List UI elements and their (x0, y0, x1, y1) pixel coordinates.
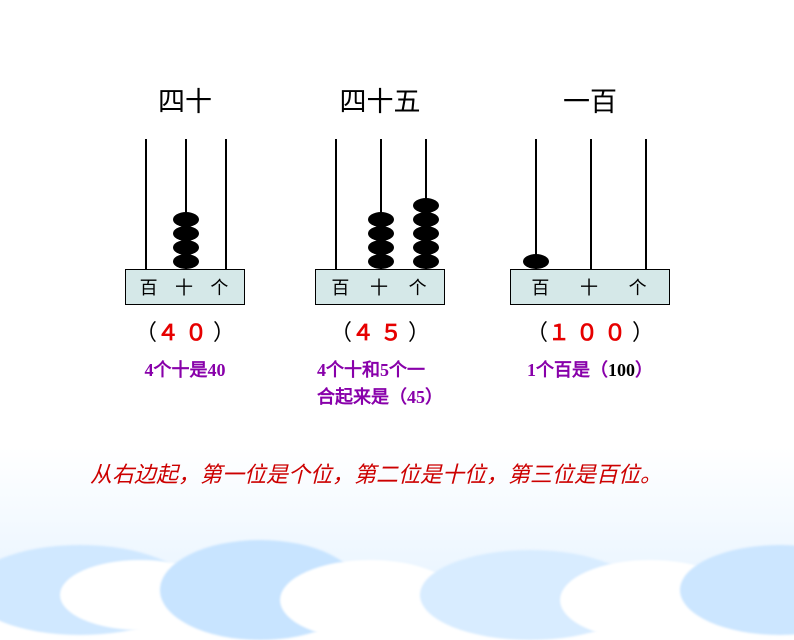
abacus-rods (315, 139, 445, 269)
desc-segment: ） (425, 387, 443, 407)
desc-segment: 个十是 (154, 360, 208, 380)
desc-segment: 45 (407, 387, 425, 407)
bead (413, 212, 439, 227)
answer-row: （４０） (135, 315, 235, 347)
bead (368, 240, 394, 255)
description: 4个十和5个一合起来是（45） (317, 357, 443, 411)
bead (413, 240, 439, 255)
bead (173, 254, 199, 269)
bead (413, 198, 439, 213)
bottom-explanation: 从右边起，第一位是个位，第二位是十位，第三位是百位。 (90, 458, 662, 491)
abacus-title: 四十五 (340, 80, 421, 119)
abacus-title: 四十 (158, 80, 212, 119)
place-label: 十 (580, 274, 600, 300)
desc-segment: 个百是（ (536, 360, 608, 380)
bead (173, 226, 199, 241)
desc-segment: 4 (317, 360, 326, 380)
place-label: 百 (140, 274, 160, 300)
place-label: 个 (210, 274, 230, 300)
bead (413, 226, 439, 241)
rod (225, 139, 227, 269)
place-label: 十 (175, 274, 195, 300)
abacus-base: 百十个 (125, 269, 245, 305)
bead (523, 254, 549, 269)
answer-number: １００ (548, 320, 632, 345)
rod (590, 139, 592, 269)
desc-segment: 个十和 (326, 360, 380, 380)
desc-segment: 40 (208, 360, 226, 380)
abacus-base: 百十个 (315, 269, 445, 305)
description: 1个百是（100） (527, 357, 653, 384)
bead (368, 226, 394, 241)
rod (335, 139, 337, 269)
desc-segment: 100 (608, 360, 635, 380)
abacus-base: 百十个 (510, 269, 670, 305)
bead (173, 212, 199, 227)
desc-segment: 1 (527, 360, 536, 380)
desc-segment: 合起来是（ (317, 387, 407, 407)
bead (368, 254, 394, 269)
abacus-title: 一百 (563, 80, 617, 119)
abacus-group-0: 四十百十个 （４０） 4个十是40 (125, 80, 245, 384)
desc-segment: 个一 (389, 360, 425, 380)
answer-row: （４５） (330, 315, 430, 347)
bead (368, 212, 394, 227)
abacus-group-1: 四十五百十个（４５）4个十和5个一合起来是（45） (315, 80, 445, 411)
desc-segment: ） (635, 360, 653, 380)
description: 4个十是40 (145, 357, 226, 384)
abacus-rods (125, 139, 245, 269)
place-label: 十 (370, 274, 390, 300)
desc-segment: 5 (380, 360, 389, 380)
desc-segment: 4 (145, 360, 154, 380)
answer-row: （１００） (526, 315, 654, 347)
place-label: 百 (331, 274, 351, 300)
answer-number: ４０ (157, 320, 213, 345)
bead (173, 240, 199, 255)
rod (535, 139, 537, 269)
abacus-rods (510, 139, 670, 269)
bead (413, 254, 439, 269)
place-label: 个 (409, 274, 429, 300)
answer-number: ４５ (352, 320, 408, 345)
rod (145, 139, 147, 269)
place-label: 个 (629, 274, 649, 300)
abacus-group-2: 一百百 十 个 （１００） 1个百是（100） (510, 80, 670, 384)
rod (645, 139, 647, 269)
place-label: 百 (531, 274, 551, 300)
